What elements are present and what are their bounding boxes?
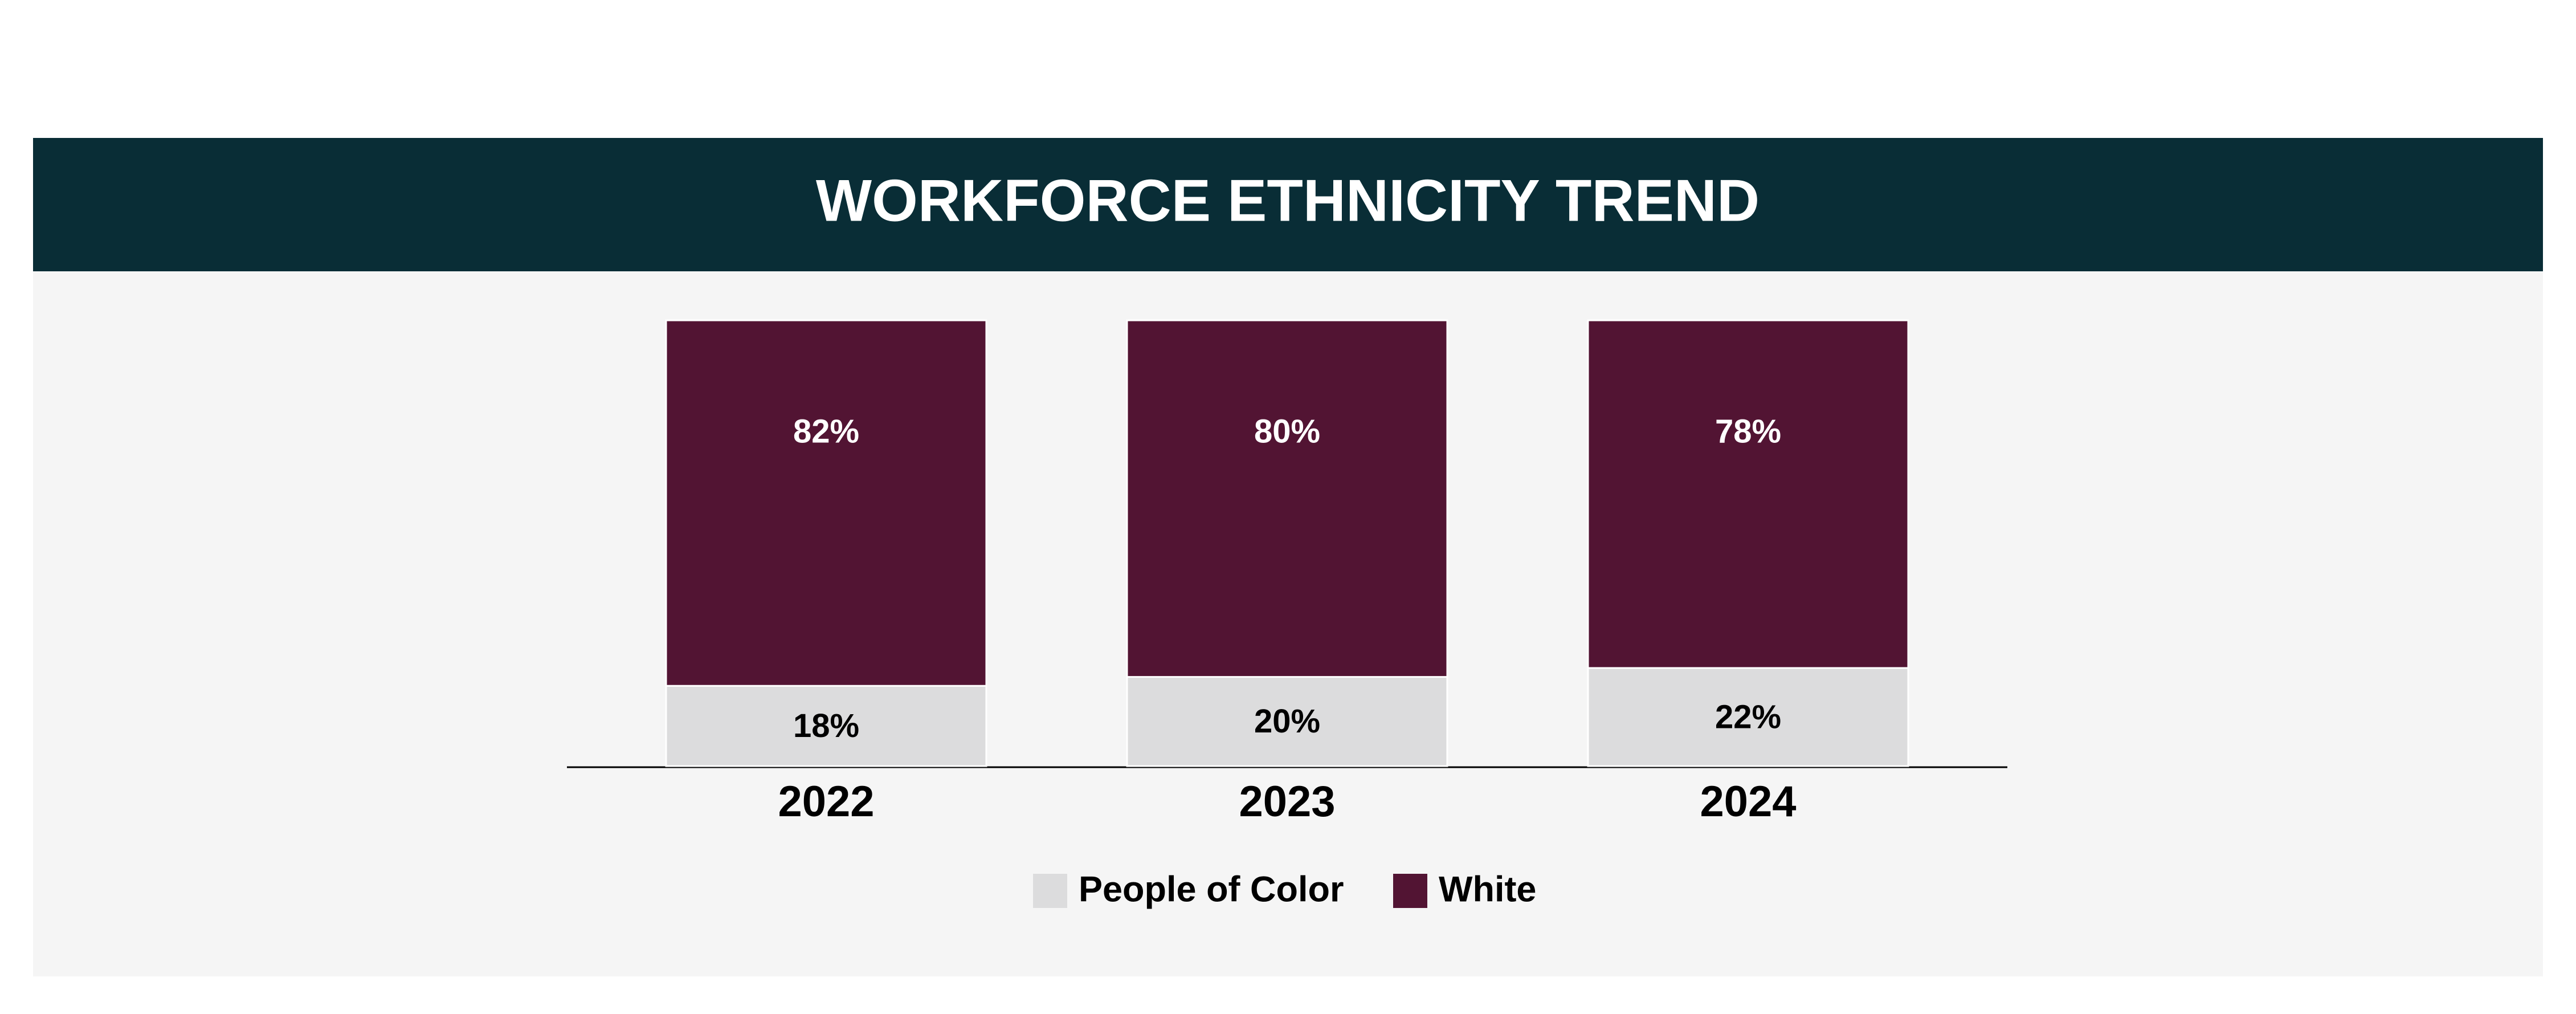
value-label: 82% (793, 413, 859, 450)
bar-segment (665, 319, 987, 687)
legend-swatch (1393, 874, 1427, 908)
chart-title: WORKFORCE ETHNICITY TREND (816, 168, 1759, 234)
title-band (33, 138, 2543, 271)
legend-swatch (1033, 874, 1067, 908)
x-tick-label: 2022 (778, 777, 874, 826)
value-label: 22% (1715, 698, 1781, 735)
x-tick-label: 2024 (1700, 777, 1796, 826)
value-label: 18% (793, 707, 859, 744)
bar-segment (1126, 676, 1448, 767)
x-tick-label: 2023 (1239, 777, 1335, 826)
value-label: 80% (1254, 413, 1320, 450)
legend-label: People of Color (1079, 870, 1344, 910)
value-label: 20% (1254, 703, 1320, 740)
bar-segment (665, 685, 987, 767)
bar-segment (1587, 319, 1909, 669)
value-label: 78% (1715, 413, 1781, 450)
legend-label: White (1439, 870, 1536, 910)
bar-segment (1587, 667, 1909, 767)
bar-segment (1126, 319, 1448, 678)
